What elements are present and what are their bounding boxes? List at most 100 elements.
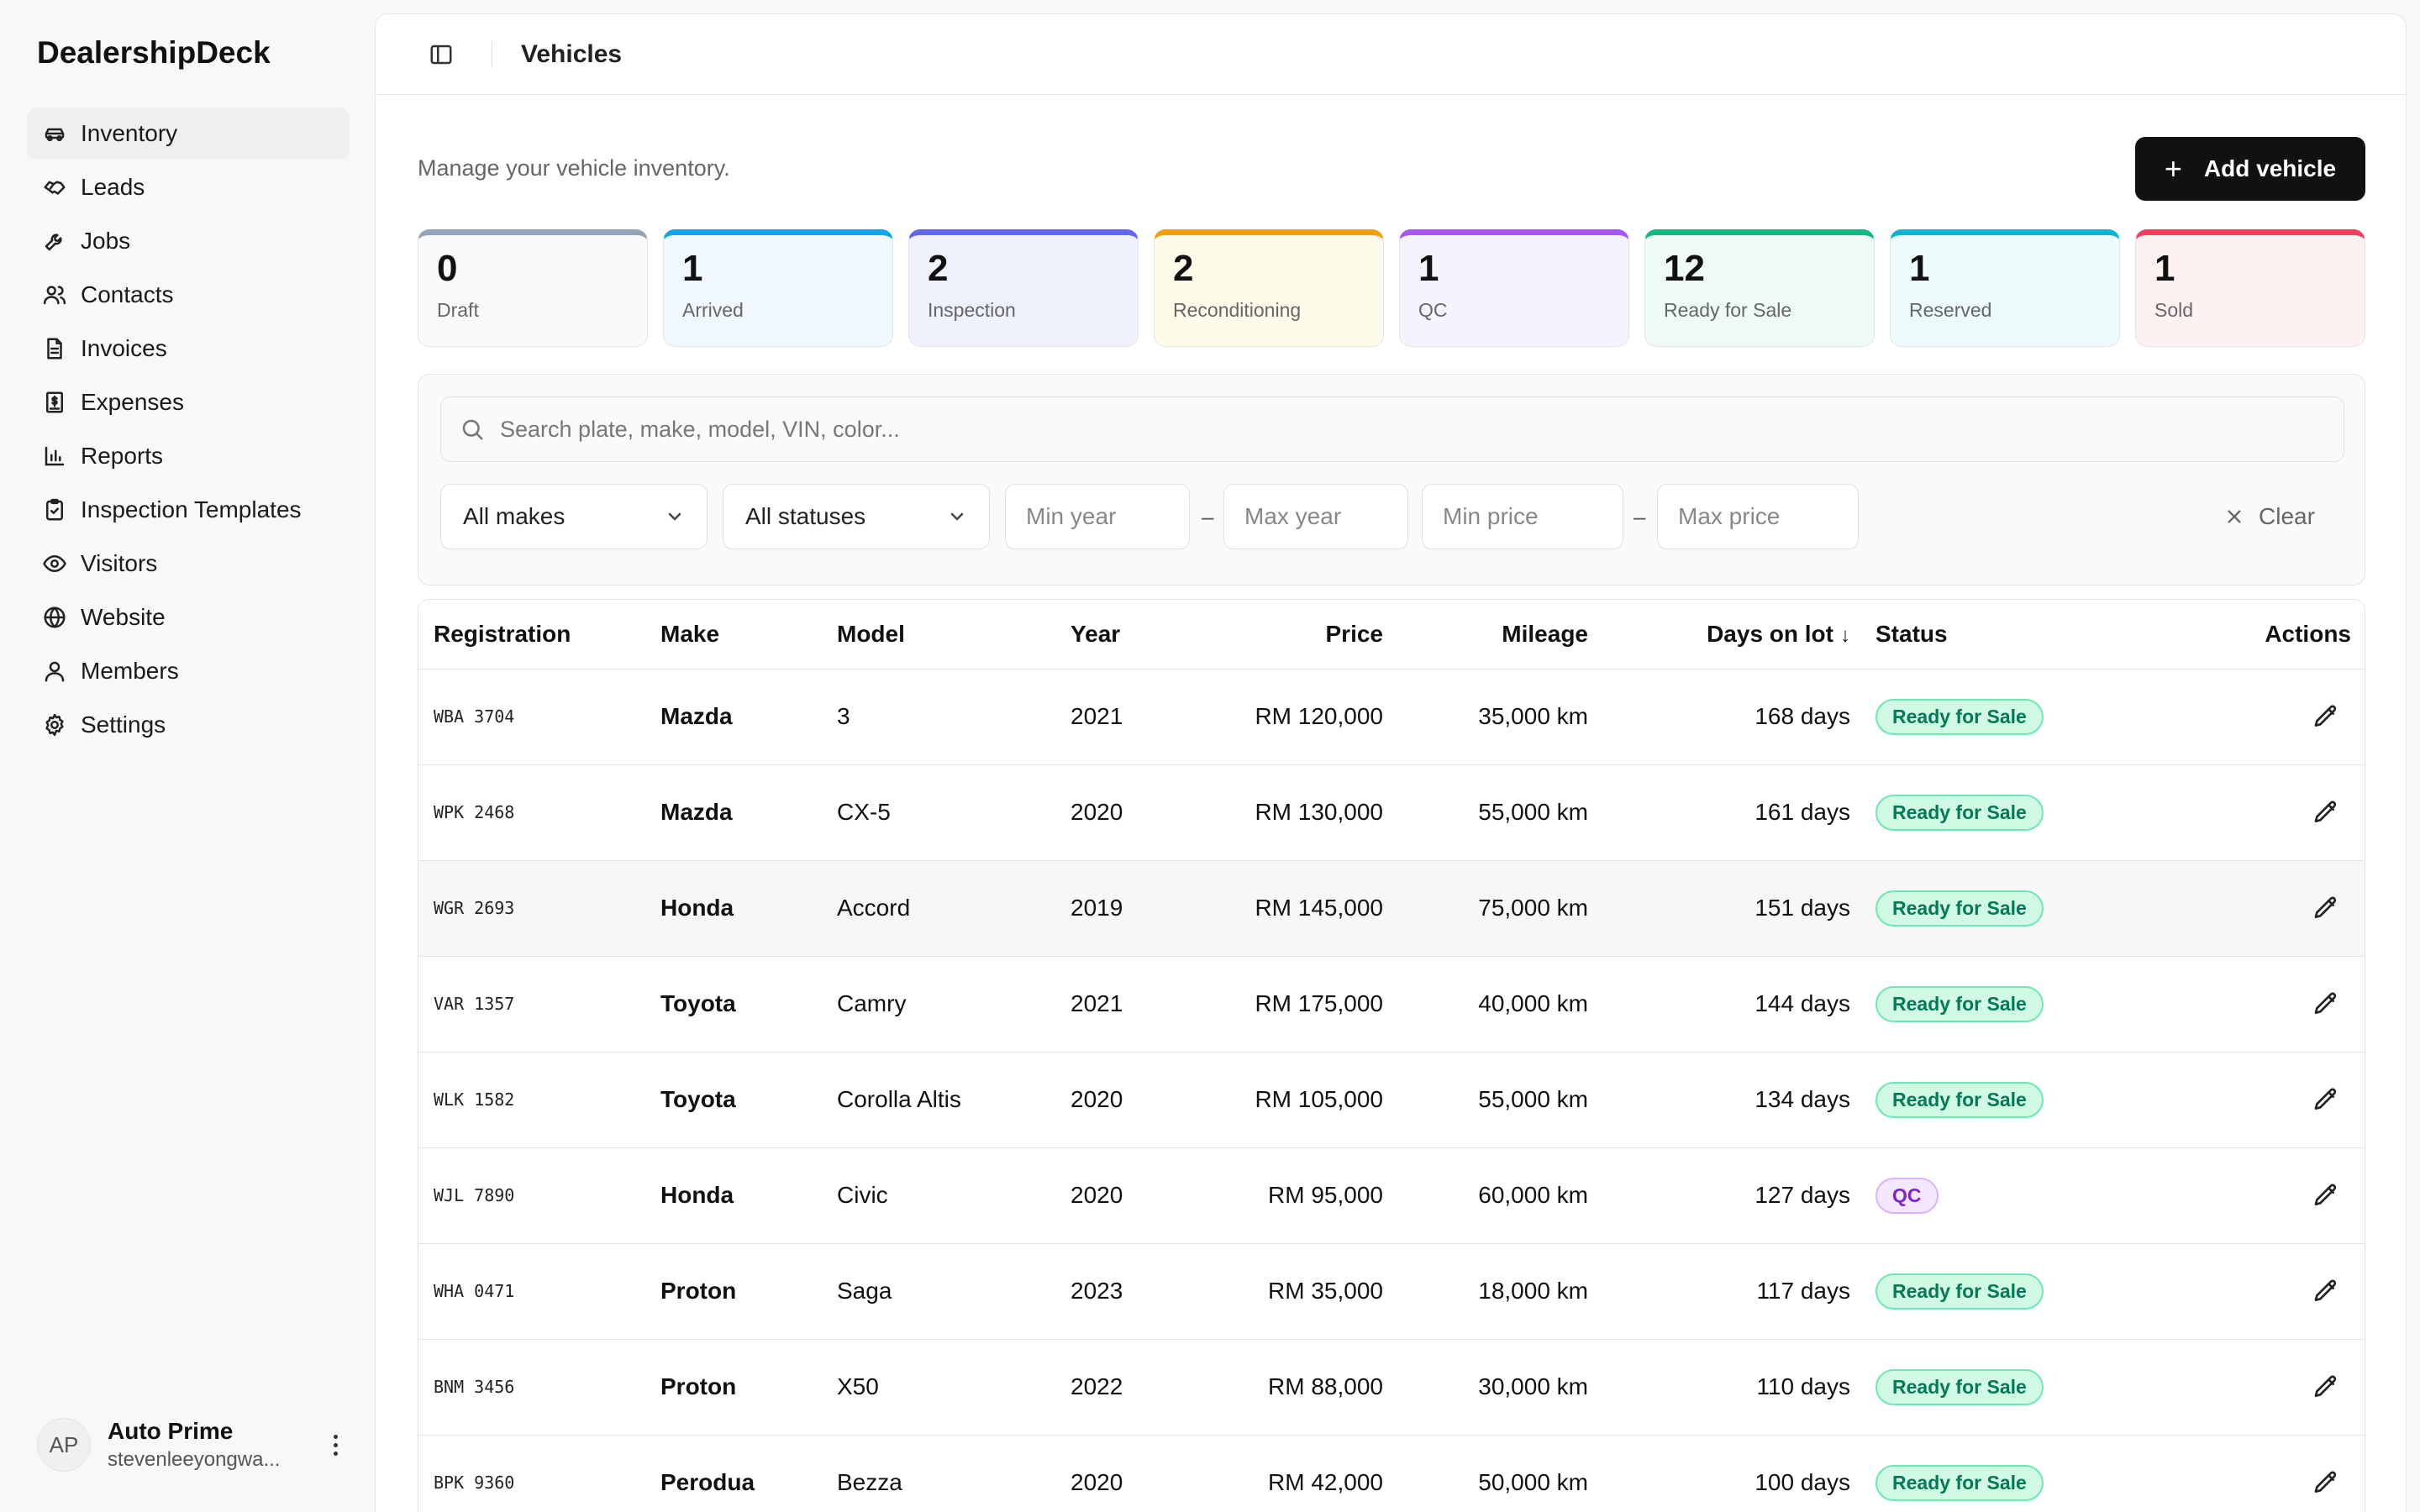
table-row[interactable]: WGR 2693 Honda Accord 2019 RM 145,000 75,000 … [418,860,2365,957]
sidebar-item-label: Inspection Templates [81,496,302,522]
cell-mileage: 55,000 km [1383,764,1588,861]
stat-card-draft[interactable]: 0 Draft [418,229,648,347]
stat-card-sold[interactable]: 1 Sold [2135,229,2365,347]
sidebar-item-contacts[interactable]: Contacts [27,269,350,321]
sidebar-item-label: Visitors [81,550,158,576]
sidebar-item-settings[interactable]: Settings [27,699,350,751]
column-header-make[interactable]: Make [660,600,837,669]
min-price-input[interactable] [1422,484,1623,549]
column-header-days-on-lot[interactable]: Days on lot ↓ [1588,600,1850,669]
cell-price: RM 95,000 [1188,1147,1383,1244]
cell-year: 2020 [1071,1147,1188,1244]
main-panel: Vehicles Manage your vehicle inventory. … [375,13,2407,1512]
max-year-input[interactable] [1223,484,1408,549]
car-icon [40,119,69,148]
receipt-dollar-icon [40,388,69,417]
sidebar-item-inventory[interactable]: Inventory [27,108,350,160]
stat-card-qc[interactable]: 1 QC [1399,229,1629,347]
column-header-registration[interactable]: Registration [418,600,660,669]
sidebar-item-website[interactable]: Website [27,591,350,643]
stat-label: Draft [437,299,479,321]
cell-make: Honda [660,860,837,957]
chevron-down-icon [950,512,964,521]
cell-make: Proton [660,1339,837,1436]
add-vehicle-button[interactable]: + Add vehicle [2135,137,2365,201]
eye-icon [40,549,69,578]
cell-days-on-lot: 144 days [1588,956,1850,1053]
users-icon [40,281,69,309]
cell-mileage: 30,000 km [1383,1339,1588,1436]
edit-icon[interactable] [2302,1268,2349,1315]
sidebar-item-expenses[interactable]: Expenses [27,376,350,428]
brand-logo[interactable]: DealershipDeck [37,35,271,70]
cell-price: RM 130,000 [1188,764,1383,861]
max-price-input[interactable] [1657,484,1859,549]
cell-actions [2195,1147,2365,1244]
sidebar-item-inspection-templates[interactable]: Inspection Templates [27,484,350,536]
bar-chart-icon [40,442,69,470]
stat-card-arrived[interactable]: 1 Arrived [663,229,893,347]
sidebar-item-label: Inventory [81,120,178,146]
edit-icon[interactable] [2302,693,2349,740]
search-input[interactable] [500,416,2181,443]
stat-label: Reserved [1909,299,1992,321]
cell-days-on-lot: 168 days [1588,669,1850,765]
status-badge: Ready for Sale [1876,1081,2044,1118]
stat-card-inspection[interactable]: 2 Inspection [908,229,1139,347]
cell-year: 2020 [1071,1052,1188,1148]
cell-year: 2020 [1071,764,1188,861]
sidebar-item-reports[interactable]: Reports [27,430,350,482]
sidebar-item-invoices[interactable]: Invoices [27,323,350,375]
table-row[interactable]: WHA 0471 Proton Saga 2023 RM 35,000 18,000 km… [418,1243,2365,1340]
column-header-model[interactable]: Model [837,600,1071,669]
statuses-select[interactable]: All statuses [723,484,990,549]
search-icon [462,419,483,440]
column-header-status[interactable]: Status [1850,600,2195,669]
cell-actions [2195,764,2365,861]
table-row[interactable]: WJL 7890 Honda Civic 2020 RM 95,000 60,000 km… [418,1147,2365,1244]
sidebar-item-jobs[interactable]: Jobs [27,215,350,267]
sidebar-item-members[interactable]: Members [27,645,350,697]
search-box[interactable] [440,396,2344,462]
edit-icon[interactable] [2302,789,2349,836]
more-vertical-icon[interactable] [323,1426,348,1463]
sidebar-toggle-icon[interactable] [428,41,455,68]
stat-card-reconditioning[interactable]: 2 Reconditioning [1154,229,1384,347]
cell-make: Mazda [660,669,837,765]
table-row[interactable]: BNM 3456 Proton X50 2022 RM 88,000 30,000 km 1… [418,1339,2365,1436]
sidebar-item-label: Website [81,604,166,630]
table-row[interactable]: WLK 1582 Toyota Corolla Altis 2020 RM 105,00… [418,1052,2365,1148]
table-row[interactable]: VAR 1357 Toyota Camry 2021 RM 175,000 40,000 … [418,956,2365,1053]
edit-icon[interactable] [2302,885,2349,932]
edit-icon[interactable] [2302,980,2349,1027]
edit-icon[interactable] [2302,1459,2349,1506]
column-header-price[interactable]: Price [1188,600,1383,669]
sidebar-item-leads[interactable]: Leads [27,161,350,213]
column-header-year[interactable]: Year [1071,600,1188,669]
column-header-mileage[interactable]: Mileage [1383,600,1588,669]
cell-mileage: 18,000 km [1383,1243,1588,1340]
min-year-input[interactable] [1005,484,1190,549]
cell-model: Corolla Altis [837,1052,1071,1148]
edit-icon[interactable] [2302,1363,2349,1410]
cell-year: 2022 [1071,1339,1188,1436]
clear-filters-button[interactable]: Clear [2225,484,2315,549]
stat-card-reserved[interactable]: 1 Reserved [1890,229,2120,347]
stat-label: Sold [2154,299,2194,321]
table-row[interactable]: WBA 3704 Mazda 3 2021 RM 120,000 35,000 km 168… [418,669,2365,765]
makes-select[interactable]: All makes [440,484,708,549]
stat-label: Arrived [682,299,744,321]
status-summary-cards: 0 Draft 1 Arrived 2 Inspection 2 Reconditioning… [418,229,2365,347]
table-row[interactable]: BPK 9360 Perodua Bezza 2020 RM 42,000 50,000 … [418,1435,2365,1512]
sidebar-item-label: Reports [81,443,164,469]
handshake-icon [40,173,69,202]
cell-model: X50 [837,1339,1071,1436]
edit-icon[interactable] [2302,1076,2349,1123]
cell-model: Saga [837,1243,1071,1340]
filter-panel: All makes All statuses – – Clear [418,374,2365,585]
table-row[interactable]: WPK 2468 Mazda CX-5 2020 RM 130,000 55,000 km… [418,764,2365,861]
sidebar-item-visitors[interactable]: Visitors [27,538,350,590]
user-profile[interactable]: AP Auto Prime stevenleeyongwa... [37,1418,348,1472]
edit-icon[interactable] [2302,1172,2349,1219]
stat-card-ready-for-sale[interactable]: 12 Ready for Sale [1644,229,1875,347]
